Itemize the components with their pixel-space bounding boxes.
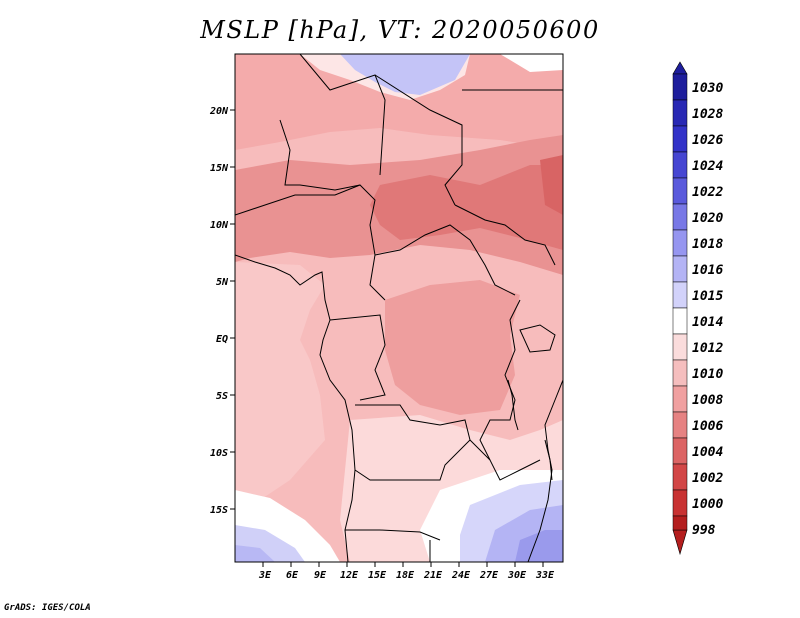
y-tick-label: EQ — [216, 334, 228, 345]
colorbar-segment — [672, 333, 688, 361]
colorbar-segment — [672, 255, 688, 283]
border-central — [454, 204, 556, 266]
colorbar-label: 1000 — [692, 497, 723, 512]
colorbar-segment — [672, 359, 688, 387]
x-axis: 3E 6E 9E 12E 15E 18E 21E 24E 27E 30E 33E — [258, 562, 555, 581]
x-tick-label: 24E — [451, 570, 471, 581]
colorbar-segment — [672, 437, 688, 465]
colorbar-segment — [672, 229, 688, 257]
colorbar-segment — [672, 177, 688, 205]
border-sahel — [235, 184, 386, 301]
coastline-west-africa — [235, 254, 356, 562]
field-south-blue3 — [515, 530, 563, 562]
field-atlantic — [235, 262, 325, 505]
colorbar-segment — [672, 515, 688, 531]
x-tick-label: 15E — [368, 570, 387, 581]
colorbar-segment — [672, 463, 688, 491]
colorbar-label: 1016 — [692, 263, 723, 278]
map-frame — [234, 53, 564, 563]
colorbar-top-arrow — [672, 61, 688, 75]
colorbar-segment — [672, 385, 688, 413]
colorbar-label: 1028 — [692, 107, 723, 122]
x-tick-label: 18E — [396, 570, 415, 581]
lake-victoria — [519, 324, 556, 353]
border-car — [374, 224, 516, 296]
lake-tanganyika — [507, 379, 519, 431]
colorbar-bottom-arrow — [672, 529, 688, 556]
colorbar-segments — [672, 73, 688, 531]
y-tick-label: 5N — [216, 277, 229, 288]
x-tick-label: 30E — [507, 570, 527, 581]
colorbar-label: 1010 — [692, 367, 723, 382]
colorbar-label: 1024 — [692, 159, 723, 174]
colorbar-segment — [672, 203, 688, 231]
y-tick-label: 10N — [210, 220, 229, 231]
field-top-white — [500, 54, 563, 72]
y-tick-label: 20N — [209, 106, 229, 117]
colorbar-label: 1002 — [692, 471, 723, 486]
colorbar-label: 1014 — [692, 315, 723, 330]
x-tick-label: 3E — [258, 570, 272, 581]
border-drc — [479, 299, 521, 461]
border-north-4 — [279, 119, 361, 191]
field-deep-low-east — [370, 165, 563, 250]
x-tick-label: 21E — [423, 570, 443, 581]
field-deep-low-core — [540, 155, 563, 215]
border-angola — [354, 404, 471, 481]
x-tick-label: 33E — [535, 570, 555, 581]
x-tick-label: 12E — [340, 570, 359, 581]
field-top-blue — [340, 54, 470, 95]
map-title: MSLP [hPa], VT: 2020050600 — [200, 16, 600, 44]
field-north-band — [235, 54, 563, 150]
colorbar-segment — [672, 151, 688, 179]
colorbar-label: 1015 — [692, 289, 723, 304]
x-tick-label: 27E — [479, 570, 499, 581]
colorbar-label: 1018 — [692, 237, 723, 252]
colorbar: 1030 1028 1026 1024 1022 1020 1018 1016 … — [672, 61, 723, 556]
border-zambia — [469, 439, 541, 481]
colorbar-segment — [672, 73, 688, 101]
y-tick-label: 15N — [210, 163, 229, 174]
grads-credit: GrADS: IGES/COLA — [4, 603, 91, 613]
coastlines-borders — [235, 54, 563, 562]
colorbar-segment — [672, 489, 688, 517]
colorbar-label: 1022 — [692, 185, 723, 200]
x-tick-label: 6E — [286, 570, 299, 581]
y-axis: 20N 15N 10N 5N EQ 5S 10S 15S — [209, 106, 235, 516]
colorbar-segment — [672, 307, 688, 335]
colorbar-segment — [672, 125, 688, 153]
colorbar-segment — [672, 411, 688, 439]
x-tick-label: 9E — [314, 570, 327, 581]
y-tick-label: 10S — [210, 448, 228, 459]
y-tick-label: 15S — [210, 505, 228, 516]
colorbar-label: 1020 — [692, 211, 723, 226]
colorbar-segment — [672, 99, 688, 127]
lake-malawi — [544, 439, 553, 481]
field-congo-trough — [385, 280, 520, 415]
colorbar-label: 1008 — [692, 393, 723, 408]
border-namibia — [345, 529, 441, 541]
y-tick-label: 5S — [216, 391, 228, 402]
colorbar-label: 998 — [692, 523, 716, 538]
field-sw-blue2 — [235, 545, 275, 562]
colorbar-label: 1012 — [692, 341, 723, 356]
colorbar-label: 1004 — [692, 445, 723, 460]
colorbar-segment — [672, 281, 688, 309]
pressure-field — [235, 54, 563, 562]
colorbar-label: 1030 — [692, 81, 723, 96]
colorbar-label: 1026 — [692, 133, 723, 148]
border-north-2 — [374, 74, 463, 206]
border-congo — [329, 314, 386, 401]
colorbar-label: 1006 — [692, 419, 723, 434]
